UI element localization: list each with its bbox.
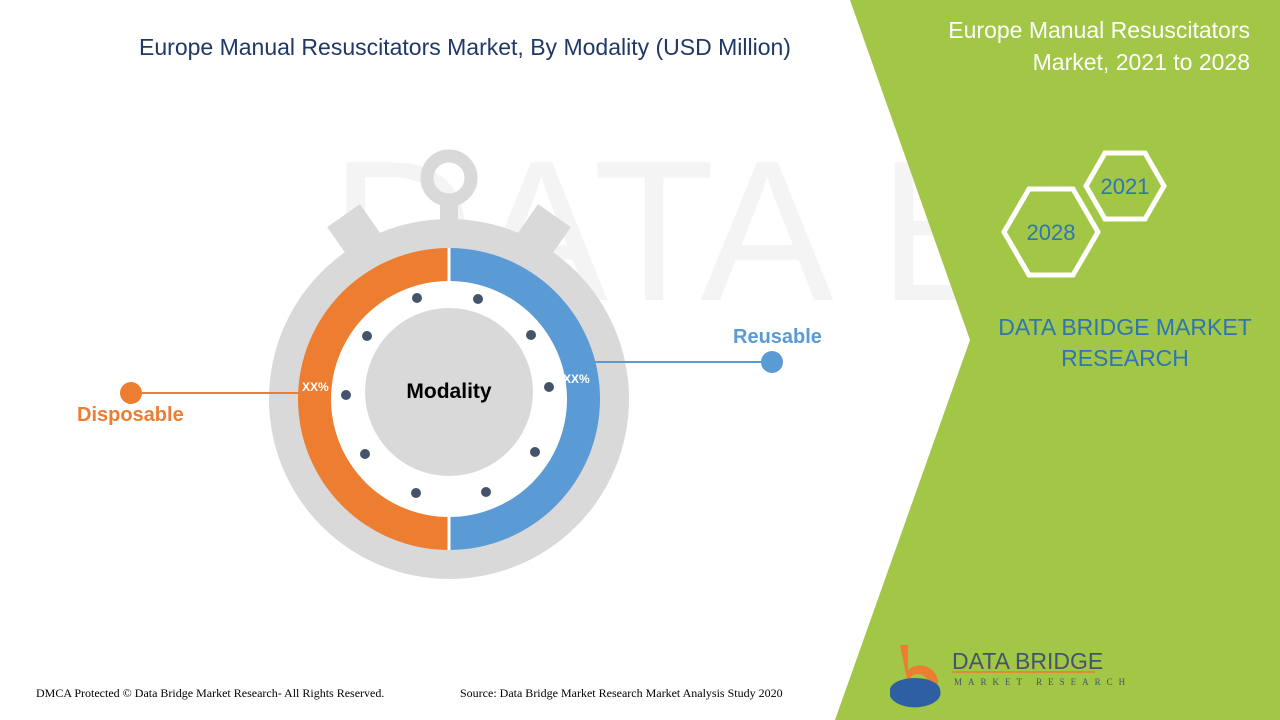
- green-panel: [835, 0, 1280, 720]
- reusable-label: Reusable: [733, 326, 822, 348]
- reusable-value: XX%: [563, 372, 590, 386]
- copyright: DMCA Protected © Data Bridge Market Rese…: [36, 686, 385, 700]
- side-title: Europe Manual Resuscitators Market, 2021…: [948, 14, 1250, 78]
- reusable-marker: [761, 351, 783, 373]
- page-title: Europe Manual Resuscitators Market, By M…: [139, 34, 791, 60]
- logo-name: DATA BRIDGE: [952, 648, 1104, 674]
- logo-icon: [890, 645, 941, 708]
- stopwatch-crown: [420, 149, 478, 207]
- side-title-line2: Market, 2021 to 2028: [1032, 49, 1250, 75]
- disposable-value: XX%: [302, 380, 329, 394]
- side-title-line1: Europe Manual Resuscitators: [948, 17, 1250, 43]
- tick-dots: [341, 293, 554, 498]
- center-label: Modality: [406, 380, 492, 403]
- brand-text: DATA BRIDGE MARKET RESEARCH: [990, 312, 1260, 374]
- brand-line1: DATA BRIDGE MARKET: [998, 314, 1252, 340]
- year-2028: 2028: [1026, 220, 1076, 245]
- hexagon-2028: [1001, 186, 1101, 278]
- logo-tagline: MARKET RESEARCH: [954, 677, 1132, 687]
- year-2021: 2021: [1100, 174, 1150, 199]
- center-circle: [365, 308, 533, 476]
- source: Source: Data Bridge Market Research Mark…: [460, 686, 783, 700]
- disposable-label: Disposable: [77, 404, 184, 426]
- brand-line2: RESEARCH: [1061, 345, 1189, 371]
- disposable-marker: [120, 382, 142, 404]
- hexagon-2021: [1083, 150, 1167, 222]
